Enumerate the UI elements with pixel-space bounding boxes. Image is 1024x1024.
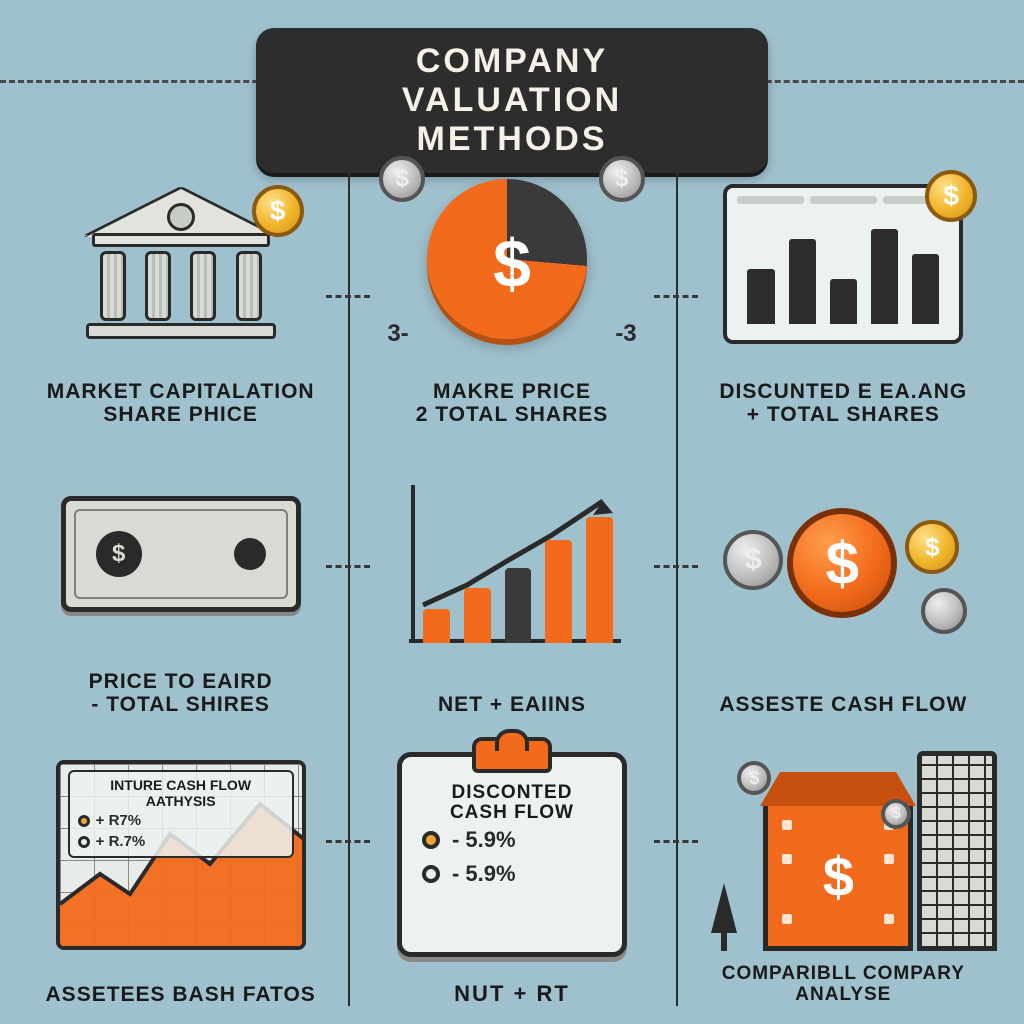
cell-asset-ratios: INTURE CASH FLOW AATHYSIS + R7% + R.7% A…	[20, 730, 341, 1014]
bullet-text: + R.7%	[96, 833, 146, 850]
pie-chart-icon: $	[427, 179, 597, 349]
cell-label: MARKET CAPITALATION	[47, 380, 315, 403]
clipboard-icon: DISCONTEDCASH FLOW - 5.9% - 5.9%	[397, 752, 627, 957]
overlay-title: INTURE CASH FLOW AATHYSIS	[110, 777, 251, 808]
growth-chart-icon	[397, 475, 627, 655]
coins-icon: $ $ $	[723, 490, 963, 640]
cell-label: NUT + RT	[454, 981, 570, 1006]
bank-icon: $	[86, 189, 276, 339]
cell-net-earnings: NET + EAIINS	[351, 440, 672, 724]
cell-label: PRICE TO EAIRD	[89, 670, 273, 693]
dollar-coin-icon: $	[925, 170, 977, 222]
cell-share-price: $ $ $ 3- -3 MAKRE PRICE2 TOTAL SHARES	[351, 150, 672, 434]
cell-label: NET + EAIINS	[438, 693, 586, 716]
cell-comparable: $ $ $ COMPARIBLL COMPARY ANALYSE	[683, 730, 1004, 1014]
cell-discounted-earnings: $ DISCUNTED E EA.ANG+ TOTAL SHARES	[683, 150, 1004, 434]
bullet-text: + R7%	[96, 812, 141, 829]
cell-dcf: DISCONTEDCASH FLOW - 5.9% - 5.9% NUT + R…	[351, 730, 672, 1014]
buildings-icon: $ $ $	[693, 741, 993, 951]
cell-sub: SHARE PHICE	[103, 403, 258, 426]
title-line1: COMPANY VALUATION	[402, 42, 622, 119]
cell-asset-cashflow: $ $ $ ASSESTE CASH FLOW	[683, 440, 1004, 724]
annotation: -3	[615, 320, 636, 348]
cell-sub: 2 TOTAL SHARES	[416, 403, 609, 426]
cell-label: ASSETEES BASH FATOS	[46, 983, 316, 1006]
cell-label: DISCUNTED E EA.ANG	[719, 380, 967, 403]
area-chart-icon: INTURE CASH FLOW AATHYSIS + R7% + R.7%	[56, 760, 306, 950]
cell-market-cap: $ MARKET CAPITALATIONSHARE PHICE	[20, 150, 341, 434]
dollar-coin-icon: $	[599, 156, 645, 202]
bar-dashboard-icon: $	[723, 184, 963, 344]
clip-title: DISCONTED	[452, 782, 573, 803]
row-text: - 5.9%	[452, 827, 516, 853]
cell-label: COMPARIBLL COMPARY ANALYSE	[722, 963, 965, 1005]
dollar-coin-icon: $	[379, 156, 425, 202]
row-text: - 5.9%	[452, 861, 516, 887]
cell-sub: - TOTAL SHIRES	[91, 693, 270, 716]
cell-label: ASSESTE CASH FLOW	[719, 693, 967, 716]
annotation: 3-	[387, 320, 408, 348]
cell-sub: + TOTAL SHARES	[747, 403, 940, 426]
dollar-coin-icon: $	[252, 185, 304, 237]
banknote-icon: $	[61, 496, 301, 612]
cell-price-to-earnings: $ PRICE TO EAIRD- TOTAL SHIRES	[20, 440, 341, 724]
cell-label: MAKRE PRICE	[433, 380, 591, 403]
clip-title: CASH FLOW	[450, 802, 574, 823]
infographic-grid: $ MARKET CAPITALATIONSHARE PHICE $ $ $ 3…	[20, 150, 1004, 1014]
